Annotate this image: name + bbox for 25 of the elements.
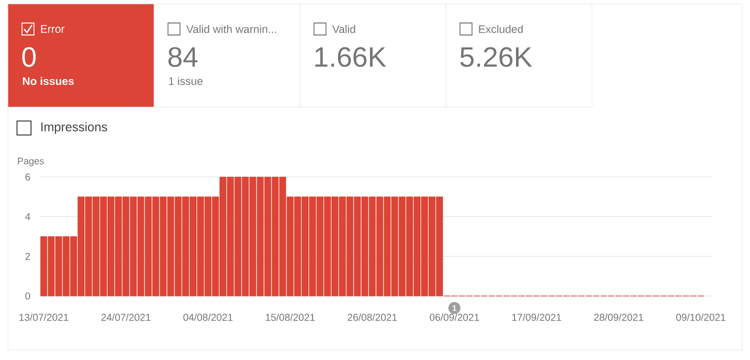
data-label: 5.26K — [460, 47, 532, 67]
x-tick-label: 28/09/2021 — [594, 314, 644, 321]
data-label: 84 — [168, 47, 198, 67]
category-label: Valid — [332, 24, 356, 34]
x-tick-label: 06/09/2021 — [430, 314, 479, 321]
y-tick-label: 0 — [25, 292, 30, 300]
y-axis-title: Pages — [18, 158, 44, 166]
x-tick-label: 09/10/2021 — [676, 314, 726, 321]
x-tick-label: 04/08/2021 — [183, 314, 233, 321]
text: No issues — [22, 76, 74, 86]
category-label: Excluded — [479, 24, 523, 34]
x-tick-label: 24/07/2021 — [101, 314, 150, 321]
category-label: Valid with warnin... — [186, 24, 276, 34]
category-label: Error — [41, 25, 64, 33]
annotation: 1 — [452, 305, 456, 311]
text: 1 issue — [169, 76, 203, 86]
text: Impressions — [41, 122, 108, 134]
x-tick-label: 13/07/2021 — [19, 314, 68, 321]
y-tick-label: 6 — [25, 173, 30, 181]
x-tick-label: 26/08/2021 — [348, 314, 397, 321]
y-tick-label: 4 — [25, 213, 30, 220]
x-tick-label: 17/09/2021 — [512, 314, 562, 321]
y-tick-label: 2 — [25, 252, 30, 260]
x-tick-label: 15/08/2021 — [266, 314, 315, 321]
data-label: 1.66K — [315, 47, 386, 67]
